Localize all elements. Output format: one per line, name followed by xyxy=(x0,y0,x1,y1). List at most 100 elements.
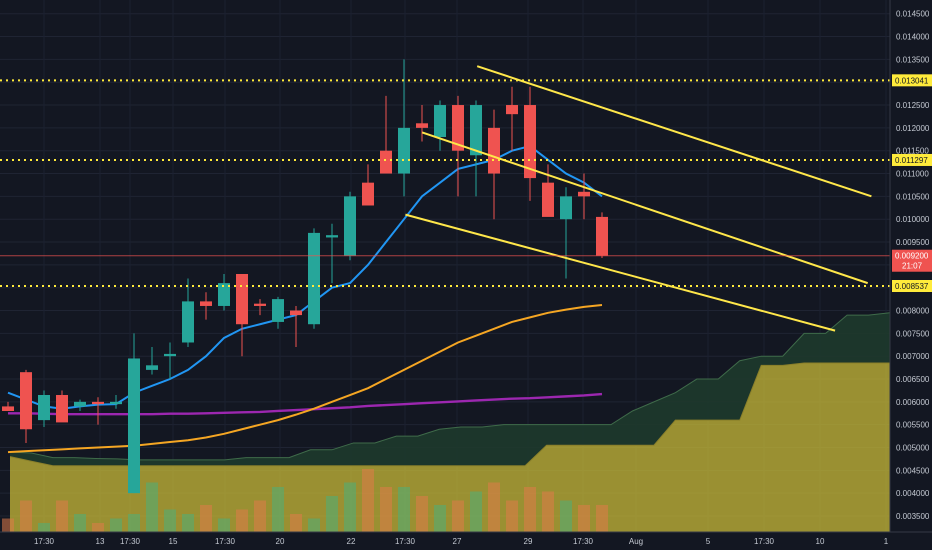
time-axis-bg xyxy=(0,532,932,550)
ichimoku-cloud xyxy=(9,312,891,532)
y-tick-label: 0.004500 xyxy=(896,466,930,475)
x-tick-label: 5 xyxy=(706,537,711,546)
volume-bar xyxy=(416,496,428,532)
current-price-label: 0.009200 xyxy=(895,252,929,261)
ma-purple-line xyxy=(8,392,603,416)
candle-body xyxy=(128,358,140,494)
volume-bar xyxy=(398,487,410,532)
trend-line xyxy=(421,131,869,285)
x-tick-label: 17:30 xyxy=(120,537,141,546)
volume-bar xyxy=(182,514,194,532)
volume-bar xyxy=(56,500,68,532)
candle-body xyxy=(344,196,356,256)
candle-body xyxy=(182,301,194,343)
volume-bars xyxy=(2,469,608,532)
x-tick-label: 15 xyxy=(169,537,178,546)
trend-channel-lines[interactable] xyxy=(405,65,872,332)
cloud-lead-b-line xyxy=(9,362,890,467)
y-tick-label: 0.006000 xyxy=(896,398,930,407)
candle-body xyxy=(290,310,302,316)
volume-bar xyxy=(524,487,536,532)
y-tick-label: 0.012500 xyxy=(896,101,930,110)
candle-body xyxy=(164,353,176,357)
time-axis[interactable]: 17:30 13 17:30 15 17:30 20 22 17:30 27 29 17:30 Aug… xyxy=(0,531,932,550)
candle-body xyxy=(272,299,284,322)
candle-body xyxy=(398,127,410,174)
candle-body xyxy=(488,127,500,174)
volume-bar xyxy=(110,518,122,532)
candle-body xyxy=(20,372,32,430)
volume-bar xyxy=(2,518,14,532)
volume-bar xyxy=(326,496,338,532)
y-tick-label: 0.011500 xyxy=(896,147,929,156)
volume-bar xyxy=(200,505,212,532)
volume-bar xyxy=(578,505,590,532)
x-tick-label: 10 xyxy=(816,537,825,546)
candle-body xyxy=(434,105,446,137)
candle-body xyxy=(38,395,50,421)
price-axis[interactable]: 0.0145000.0140000.0135000.0130000.012500… xyxy=(889,0,932,550)
volume-bar xyxy=(560,500,572,532)
level-price-tag-label: 0.011297 xyxy=(895,156,928,165)
x-tick-label: 17:30 xyxy=(395,537,416,546)
level-price-tag xyxy=(892,74,932,87)
level-price-tag-label: 0.013041 xyxy=(895,76,929,85)
x-tick-label: 17:30 xyxy=(754,537,775,546)
candle-body xyxy=(362,182,374,206)
volume-bar xyxy=(92,523,104,532)
candle-body xyxy=(596,216,608,256)
level-price-tag xyxy=(892,153,932,166)
horizontal-levels[interactable] xyxy=(0,79,890,288)
y-tick-label: 0.014000 xyxy=(896,33,930,42)
x-tick-label: 20 xyxy=(276,537,285,546)
x-tick-label: 29 xyxy=(524,537,533,546)
volume-bar xyxy=(596,505,608,532)
price-axis-bg xyxy=(890,0,932,550)
x-tick-label: 17:30 xyxy=(34,537,55,546)
candle-body xyxy=(56,395,68,423)
volume-bar xyxy=(146,482,158,532)
candle-body xyxy=(2,406,14,411)
volume-bar xyxy=(344,482,356,532)
candle-body xyxy=(200,301,212,306)
candle-body xyxy=(110,401,122,405)
y-tick-label: 0.009500 xyxy=(896,238,930,247)
volume-bar xyxy=(470,491,482,532)
volume-bar xyxy=(452,500,464,532)
y-tick-label: 0.005500 xyxy=(896,421,930,430)
candlesticks[interactable] xyxy=(2,59,608,494)
candle-body xyxy=(524,105,536,179)
volume-bar xyxy=(380,487,392,532)
candle-body xyxy=(74,401,86,407)
y-tick-label: 0.005000 xyxy=(896,444,930,453)
volume-bar xyxy=(254,500,266,532)
y-tick-label: 0.003500 xyxy=(896,512,930,521)
volume-bar xyxy=(434,505,446,532)
trend-line xyxy=(405,213,836,332)
volume-bar xyxy=(74,514,86,532)
candle-body xyxy=(452,105,464,151)
volume-bar xyxy=(20,500,32,532)
y-tick-label: 0.010000 xyxy=(896,215,930,224)
cloud-lead-a-line xyxy=(9,312,891,461)
candle-body xyxy=(560,196,572,220)
volume-bar xyxy=(542,491,554,532)
ma-orange-line xyxy=(7,304,603,454)
candle-body xyxy=(380,150,392,174)
volume-bar xyxy=(272,487,284,532)
indicator-lines xyxy=(7,145,603,454)
volume-bar xyxy=(308,518,320,532)
x-tick-label: 17:30 xyxy=(573,537,594,546)
candle-body xyxy=(308,232,320,325)
y-tick-label: 0.007500 xyxy=(896,329,930,338)
trend-line xyxy=(476,65,872,198)
ema-blue-line xyxy=(7,145,603,410)
level-price-tag-label: 0.008537 xyxy=(895,282,929,291)
y-tick-label: 0.006500 xyxy=(896,375,930,384)
y-tick-label: 0.012000 xyxy=(896,124,930,133)
y-tick-label: 0.007000 xyxy=(896,352,930,361)
volume-bar xyxy=(164,509,176,532)
volume-bar xyxy=(218,518,230,532)
y-tick-label: 0.010500 xyxy=(896,192,930,201)
